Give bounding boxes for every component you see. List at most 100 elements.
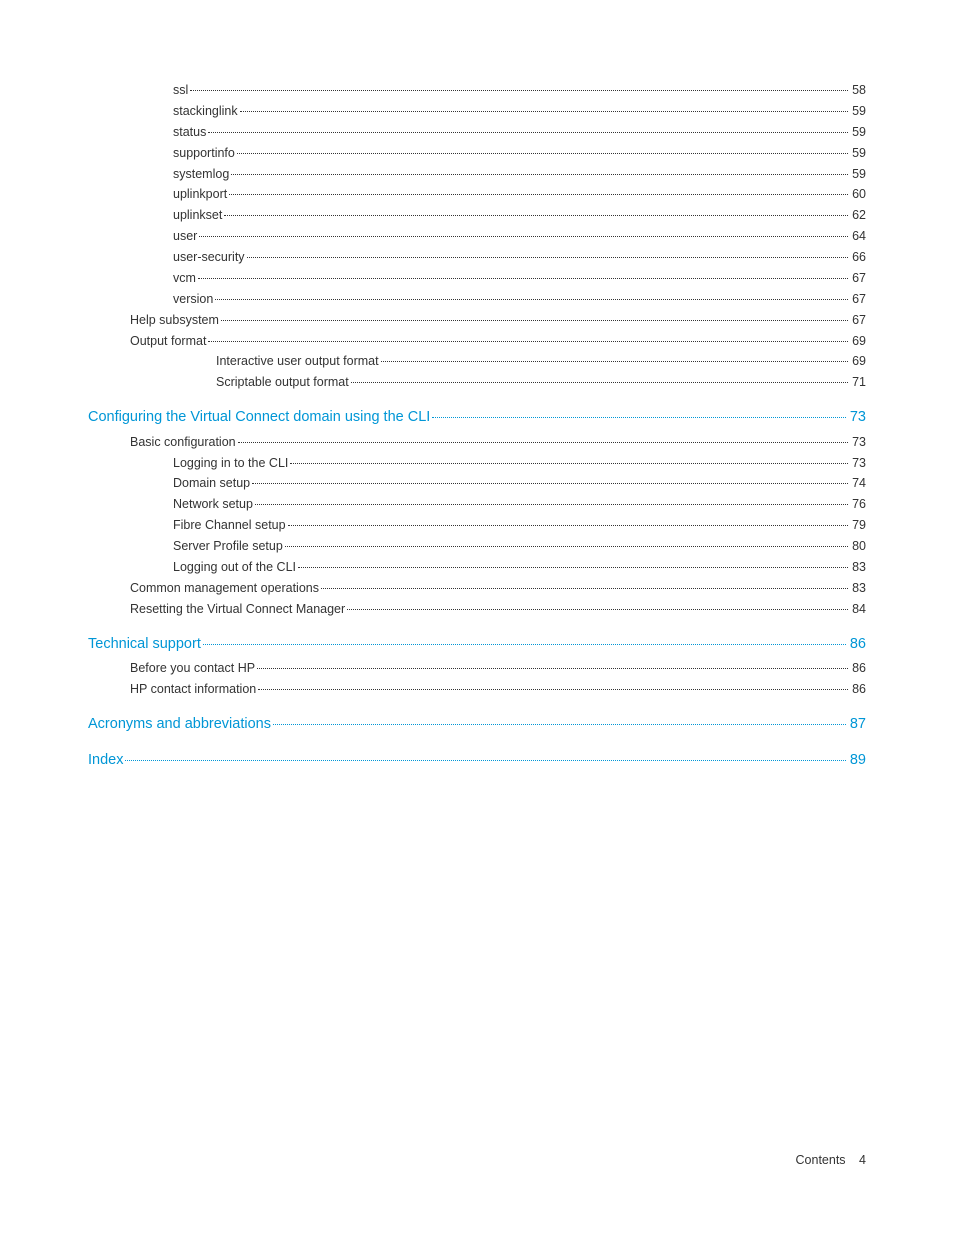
toc-page-number: 67 [850,312,866,329]
toc-leader-dots [255,504,848,505]
table-of-contents: ssl58stackinglink59status59supportinfo59… [88,82,866,771]
toc-label: Logging in to the CLI [173,455,288,472]
toc-page-number: 86 [850,660,866,677]
toc-entry: Basic configuration73 [88,434,866,451]
toc-leader-dots [347,609,848,610]
toc-leader-dots [224,215,848,216]
toc-page-number: 69 [850,353,866,370]
toc-leader-dots [237,153,848,154]
toc-label: Common management operations [130,580,319,597]
toc-label: user-security [173,249,245,266]
toc-page-number: 87 [848,715,866,735]
toc-entry: uplinkport 60 [88,186,866,203]
toc-leader-dots [229,194,848,195]
toc-leader-dots [221,320,848,321]
toc-leader-dots [240,111,848,112]
toc-leader-dots [351,382,848,383]
toc-label: Logging out of the CLI [173,559,296,576]
toc-page-number: 59 [850,145,866,162]
toc-page-number: 60 [850,186,866,203]
toc-entry: Output format69 [88,333,866,350]
toc-leader-dots [247,257,849,258]
toc-label: systemlog [173,166,229,183]
toc-entry: Common management operations 83 [88,580,866,597]
toc-leader-dots [125,760,845,761]
toc-page-number: 83 [850,559,866,576]
toc-entry: Scriptable output format71 [88,374,866,391]
toc-page-number: 86 [848,635,866,655]
toc-leader-dots [257,668,848,669]
toc-leader-dots [208,132,848,133]
toc-entry[interactable]: Acronyms and abbreviations87 [88,715,866,735]
toc-label: Fibre Channel setup [173,517,286,534]
toc-entry: user64 [88,228,866,245]
toc-page-number: 76 [850,496,866,513]
toc-label: ssl [173,82,188,99]
toc-label: Server Profile setup [173,538,283,555]
toc-label: Interactive user output format [216,353,379,370]
toc-entry: status59 [88,124,866,141]
toc-leader-dots [215,299,848,300]
toc-page-number: 79 [850,517,866,534]
toc-leader-dots [273,724,846,725]
footer-page-number: 4 [859,1153,866,1167]
toc-page-number: 74 [850,475,866,492]
toc-label: uplinkset [173,207,222,224]
toc-entry: Fibre Channel setup 79 [88,517,866,534]
toc-entry: ssl 58 [88,82,866,99]
toc-page-number: 86 [850,681,866,698]
toc-label: HP contact information [130,681,256,698]
toc-label: Index [88,751,123,771]
toc-label: Basic configuration [130,434,236,451]
toc-page-number: 64 [850,228,866,245]
toc-entry: Domain setup 74 [88,475,866,492]
toc-page-number: 62 [850,207,866,224]
toc-label: Scriptable output format [216,374,349,391]
toc-page-number: 59 [850,103,866,120]
toc-entry: systemlog 59 [88,166,866,183]
toc-leader-dots [199,236,848,237]
toc-leader-dots [238,442,848,443]
toc-entry: stackinglink 59 [88,103,866,120]
toc-leader-dots [432,417,846,418]
toc-page-number: 73 [848,408,866,428]
toc-label: version [173,291,213,308]
toc-page-number: 80 [850,538,866,555]
toc-label: Domain setup [173,475,250,492]
toc-page-number: 67 [850,270,866,287]
toc-page-number: 73 [850,455,866,472]
toc-entry[interactable]: Technical support86 [88,635,866,655]
toc-entry: Interactive user output format 69 [88,353,866,370]
toc-entry[interactable]: Configuring the Virtual Connect domain u… [88,408,866,428]
toc-label: supportinfo [173,145,235,162]
toc-label: Help subsystem [130,312,219,329]
toc-leader-dots [198,278,848,279]
toc-leader-dots [285,546,848,547]
toc-entry[interactable]: Index 89 [88,751,866,771]
toc-page-number: 59 [850,166,866,183]
toc-leader-dots [290,463,848,464]
toc-leader-dots [208,341,848,342]
toc-entry: supportinfo 59 [88,145,866,162]
toc-page-number: 83 [850,580,866,597]
toc-leader-dots [252,483,848,484]
toc-page-number: 59 [850,124,866,141]
toc-entry: HP contact information 86 [88,681,866,698]
toc-leader-dots [203,644,846,645]
toc-page-number: 58 [850,82,866,99]
toc-label: Configuring the Virtual Connect domain u… [88,408,430,428]
toc-leader-dots [258,689,848,690]
toc-entry: Server Profile setup 80 [88,538,866,555]
toc-page-number: 89 [848,751,866,771]
toc-leader-dots [190,90,848,91]
toc-page-number: 66 [850,249,866,266]
toc-entry: Logging in to the CLI 73 [88,455,866,472]
toc-label: uplinkport [173,186,227,203]
page-footer: Contents 4 [796,1153,866,1167]
toc-label: Resetting the Virtual Connect Manager [130,601,345,618]
toc-entry: vcm67 [88,270,866,287]
toc-label: stackinglink [173,103,238,120]
toc-page-number: 67 [850,291,866,308]
toc-entry: Network setup76 [88,496,866,513]
toc-entry: user-security 66 [88,249,866,266]
